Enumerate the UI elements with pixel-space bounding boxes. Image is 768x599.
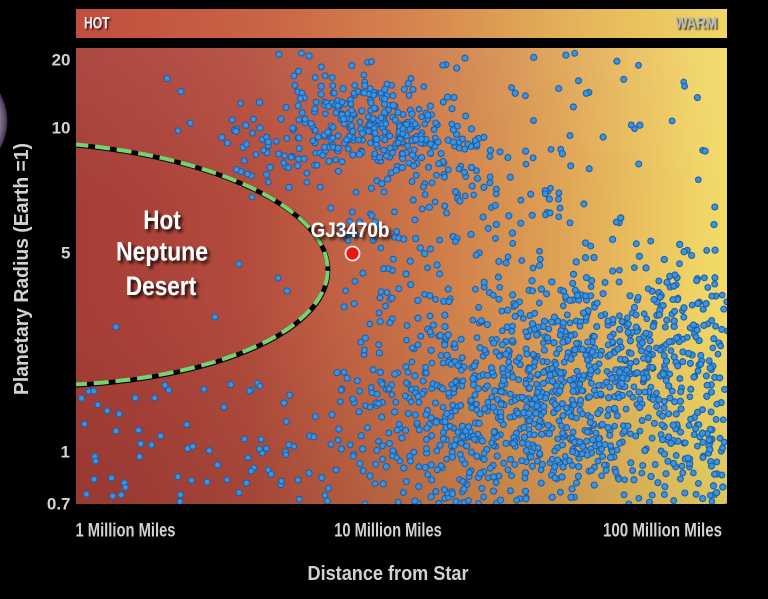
svg-text:0.7: 0.7 (47, 495, 71, 514)
svg-text:HOT: HOT (84, 14, 110, 33)
svg-text:5: 5 (61, 244, 70, 263)
svg-text:GJ3470b: GJ3470b (311, 219, 390, 242)
svg-text:100 Million Miles: 100 Million Miles (603, 521, 722, 542)
svg-text:10 Million Miles: 10 Million Miles (334, 521, 442, 542)
svg-text:10: 10 (52, 119, 71, 138)
svg-text:Distance from Star: Distance from Star (308, 563, 469, 585)
svg-text:20: 20 (52, 51, 71, 70)
svg-text:WARM: WARM (675, 14, 717, 33)
svg-text:Planetary Radius (Earth =1): Planetary Radius (Earth =1) (11, 143, 33, 395)
svg-text:1: 1 (61, 443, 70, 462)
svg-text:Hot: Hot (143, 205, 181, 235)
svg-text:Neptune: Neptune (116, 237, 208, 267)
svg-text:1 Million Miles: 1 Million Miles (76, 521, 176, 542)
svg-text:Desert: Desert (126, 271, 197, 301)
